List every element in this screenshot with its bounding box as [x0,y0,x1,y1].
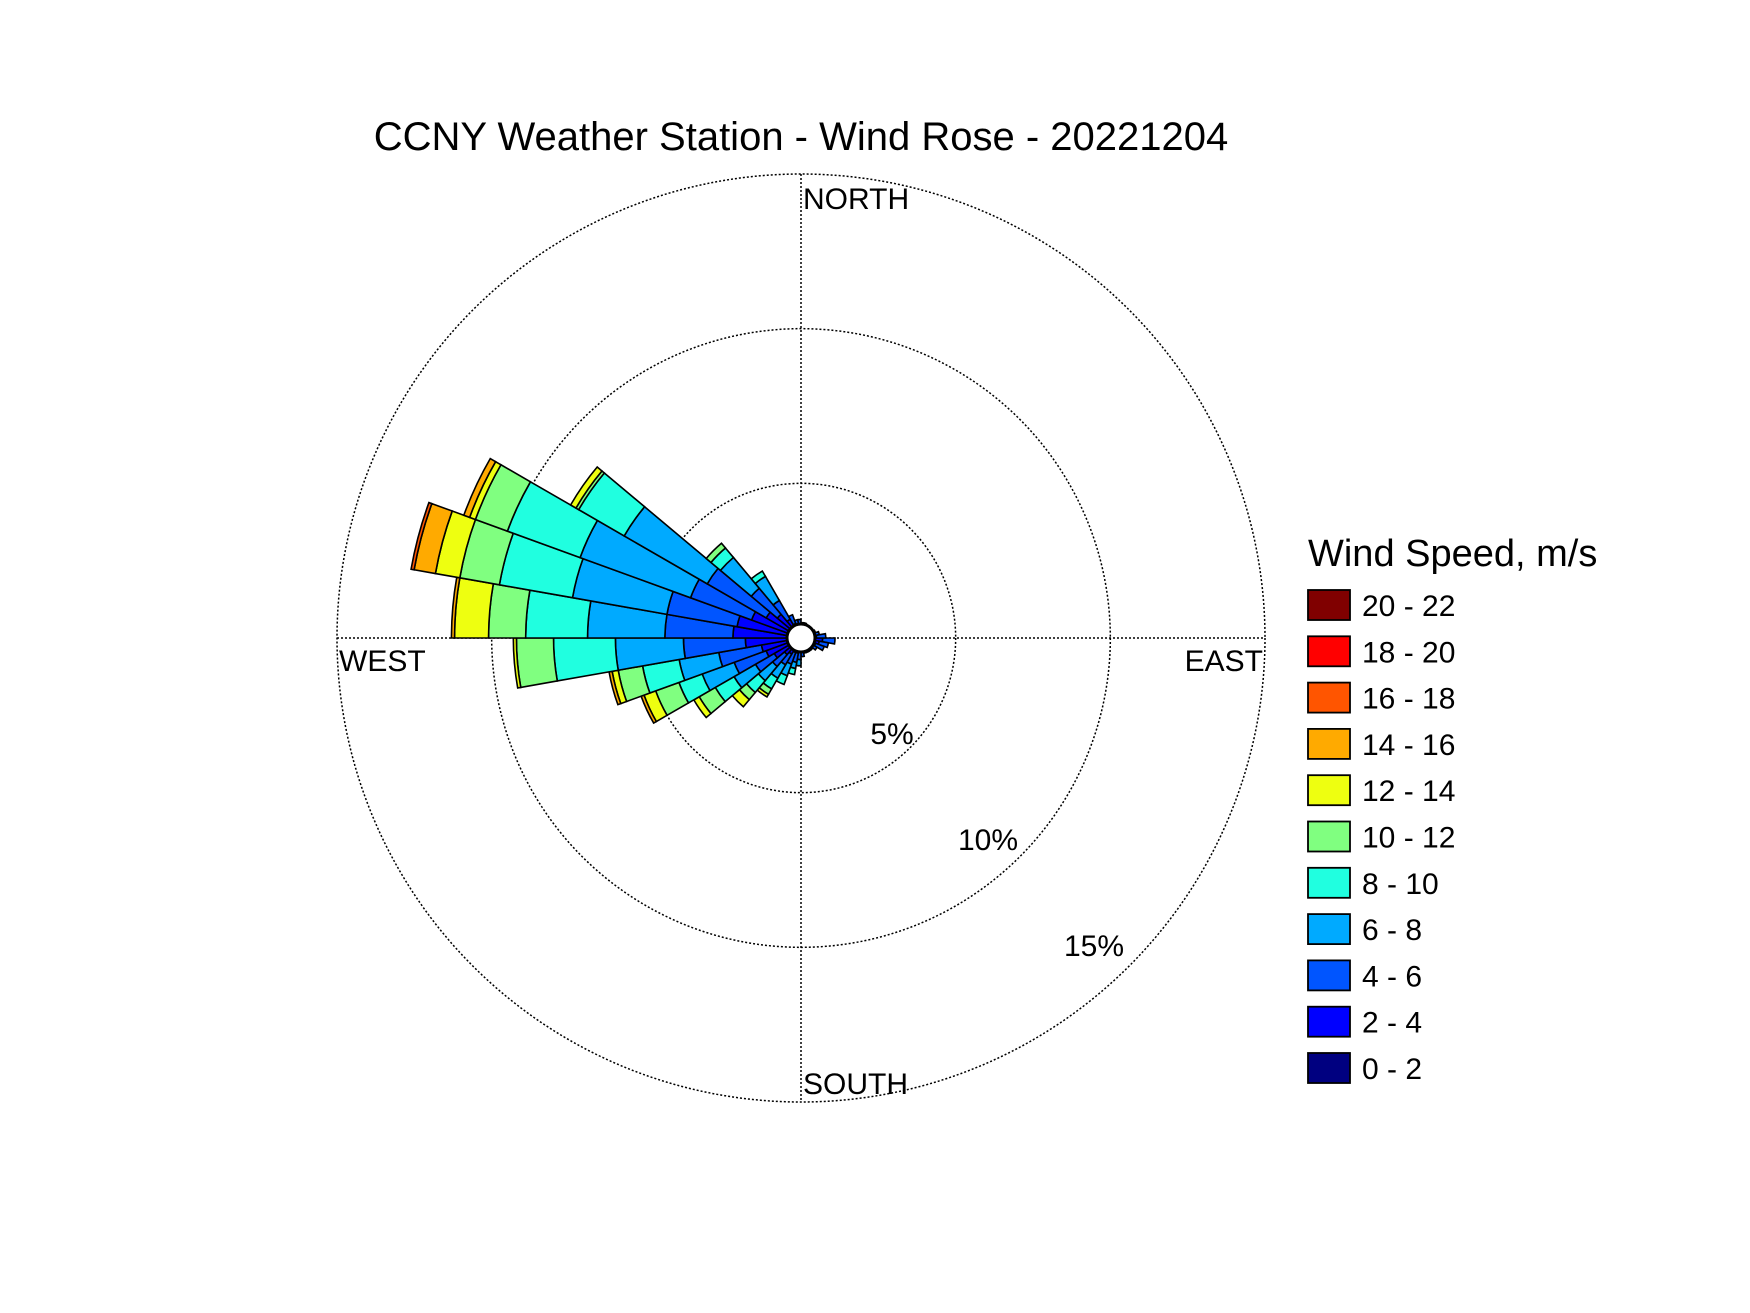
north-label: NORTH [803,183,909,216]
legend-swatch [1307,959,1351,992]
ring-label-10: 10% [958,824,1018,857]
legend-label: 12 - 14 [1362,775,1455,808]
sector-265-bin-8-10 [552,637,620,682]
legend-swatch [1307,820,1351,853]
sector-275-bin-10-12 [487,582,531,639]
grid-ring-15 [336,173,1266,1103]
legend-label: 2 - 4 [1362,1007,1422,1040]
sector-295-bin-14-16 [462,457,497,519]
legend-label: 0 - 2 [1362,1053,1422,1086]
sector-85-bin-4-6 [815,632,827,639]
ring-label-15: 15% [1064,930,1124,963]
legend-label: 16 - 18 [1362,683,1455,716]
sector-275-bin-12-14 [453,576,495,639]
grid-ring-10 [490,327,1112,949]
legend: 20 - 22 18 - 20 16 - 18 14 - 16 12 - 14 10 - … [1307,589,1455,1086]
sector-265-bin-10-12 [515,637,559,689]
ring-label-5: 5% [870,718,913,751]
legend-label: 18 - 20 [1362,636,1455,669]
legend-swatch [1307,589,1351,621]
sector-305-bin-12-14 [569,465,604,510]
east-label: EAST [1185,645,1263,678]
chart-title: CCNY Weather Station - Wind Rose - 20221… [374,115,1229,159]
legend-label: 14 - 16 [1362,729,1455,762]
sector-105-bin-4-6 [817,640,830,649]
legend-label: 4 - 6 [1362,960,1422,993]
legend-label: 10 - 12 [1362,822,1455,855]
south-label: SOUTH [803,1068,908,1101]
calm-center-circle [785,622,817,654]
legend-label: 8 - 10 [1362,868,1439,901]
legend-title: Wind Speed, m/s [1308,533,1597,575]
legend-label: 6 - 8 [1362,914,1422,947]
legend-swatch [1307,728,1351,760]
sector-325-bin-8-10 [750,569,767,585]
sector-95-bin-4-6 [821,637,836,645]
legend-swatch [1307,774,1351,807]
legend-label: 20 - 22 [1362,590,1455,623]
wind-sectors [410,457,836,725]
sector-315-bin-10-12 [705,542,727,564]
legend-swatch [1307,1005,1351,1038]
legend-swatch [1307,635,1351,668]
legend-swatch [1307,1052,1351,1084]
legend-swatch [1307,866,1351,899]
legend-swatch [1307,913,1351,945]
legend-swatch [1307,681,1351,714]
sector-285-bin-16-18 [410,501,433,571]
west-label: WEST [339,645,426,678]
